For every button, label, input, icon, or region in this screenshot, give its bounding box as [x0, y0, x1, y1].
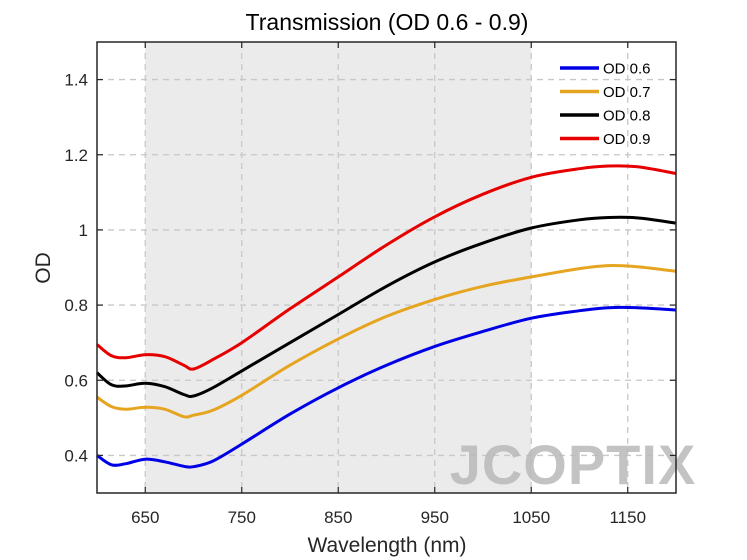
x-tick-label: 650 [131, 508, 159, 527]
y-tick-label: 1.4 [64, 71, 88, 90]
series-lines [96, 164, 677, 469]
x-tick-label: 850 [324, 508, 352, 527]
y-tick-label: 1 [79, 221, 88, 240]
y-tick-label: 1.2 [64, 146, 88, 165]
grid-lines [97, 42, 676, 493]
x-tick-label: 1150 [609, 508, 646, 527]
legend-label: OD 0.8 [603, 108, 651, 125]
series-line-od-0.8 [96, 215, 677, 398]
plot-frame [96, 41, 677, 494]
legend-label: OD 0.6 [603, 61, 651, 78]
series-line-od-0.6 [96, 305, 677, 469]
y-axis-label: OD [32, 252, 55, 284]
y-tick-label: 0.6 [64, 371, 88, 390]
x-tick-label: 750 [228, 508, 256, 527]
x-tick-label: 950 [421, 508, 449, 527]
legend: OD 0.6 OD 0.7 OD 0.8 OD 0.9 [560, 61, 651, 148]
chart-title: Transmission (OD 0.6 - 0.9) [246, 9, 529, 35]
x-tick-label: 1050 [512, 508, 550, 527]
y-tick-label: 0.4 [64, 446, 88, 465]
axis-ticks: 650 750 850 950 1050 1150 0.4 0.6 0.8 1 1.2 1.4 [64, 42, 676, 527]
y-tick-label: 0.8 [64, 296, 88, 315]
watermark-logo: JCOPTIX [450, 433, 697, 496]
series-line-od-0.7 [96, 264, 677, 419]
legend-label: OD 0.7 [603, 84, 651, 101]
x-axis-label: Wavelength (nm) [307, 534, 466, 557]
series-line-od-0.9 [96, 164, 677, 371]
legend-label: OD 0.9 [603, 131, 651, 148]
